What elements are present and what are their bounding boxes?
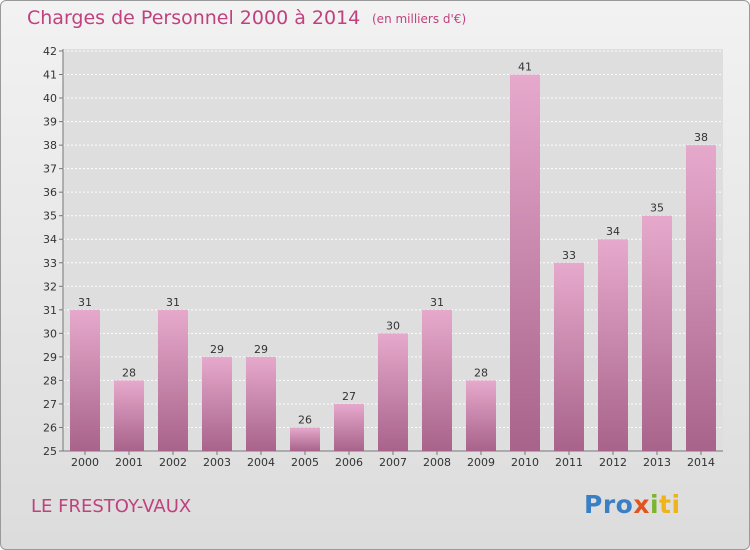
proxiti-logo[interactable]: Proxiti xyxy=(584,490,681,519)
y-tick-label: 38 xyxy=(43,139,57,152)
commune-name: LE FRESTOY-VAUX xyxy=(31,496,192,517)
bar-value-label: 26 xyxy=(298,413,312,426)
bar-value-label: 33 xyxy=(562,249,576,262)
y-tick-label: 34 xyxy=(43,233,57,246)
y-tick-label: 36 xyxy=(43,186,57,199)
y-tick-label: 39 xyxy=(43,116,57,129)
bar-value-label: 28 xyxy=(122,366,136,379)
bar xyxy=(290,427,320,451)
x-tick-label: 2008 xyxy=(423,456,451,469)
x-tick-label: 2010 xyxy=(511,456,539,469)
y-tick-label: 33 xyxy=(43,257,57,270)
bar xyxy=(70,309,100,451)
bar-value-label: 29 xyxy=(210,343,224,356)
y-tick-label: 40 xyxy=(43,92,57,105)
bar xyxy=(510,74,540,451)
x-tick-label: 2009 xyxy=(467,456,495,469)
y-tick-label: 31 xyxy=(43,304,57,317)
bar-value-label: 41 xyxy=(518,61,532,74)
x-tick-label: 2011 xyxy=(555,456,583,469)
y-tick-label: 27 xyxy=(43,398,57,411)
bar xyxy=(202,356,232,451)
y-tick-label: 29 xyxy=(43,351,57,364)
chart-title: Charges de Personnel 2000 à 2014 xyxy=(27,7,361,29)
logo-part-3: i xyxy=(649,490,660,519)
x-tick-label: 2006 xyxy=(335,456,363,469)
bar-value-label: 35 xyxy=(650,202,664,215)
logo-part-4: ti xyxy=(659,490,681,519)
x-tick-label: 2012 xyxy=(599,456,627,469)
y-tick-label: 32 xyxy=(43,280,57,293)
bar-value-label: 28 xyxy=(474,366,488,379)
bar xyxy=(158,309,188,451)
bar-value-label: 31 xyxy=(166,296,180,309)
y-tick-label: 28 xyxy=(43,374,57,387)
bar xyxy=(246,356,276,451)
logo-part-1: Pro xyxy=(584,490,634,519)
y-tick-label: 41 xyxy=(43,69,57,82)
y-tick-label: 25 xyxy=(43,445,57,458)
bar xyxy=(422,309,452,451)
bar xyxy=(114,380,144,451)
bar-value-label: 38 xyxy=(694,131,708,144)
x-tick-label: 2001 xyxy=(115,456,143,469)
x-tick-label: 2007 xyxy=(379,456,407,469)
x-tick-label: 2013 xyxy=(643,456,671,469)
bar xyxy=(598,239,628,451)
x-tick-label: 2000 xyxy=(71,456,99,469)
x-tick-label: 2003 xyxy=(203,456,231,469)
bar-value-label: 30 xyxy=(386,319,400,332)
bar xyxy=(554,262,584,451)
bar xyxy=(378,333,408,451)
bar xyxy=(642,215,672,451)
x-tick-label: 2005 xyxy=(291,456,319,469)
bar-value-label: 34 xyxy=(606,225,620,238)
bar-value-label: 31 xyxy=(78,296,92,309)
y-tick-label: 30 xyxy=(43,327,57,340)
bar-value-label: 27 xyxy=(342,390,356,403)
logo-part-2: x xyxy=(633,490,650,519)
x-tick-label: 2004 xyxy=(247,456,275,469)
chart-subtitle: (en milliers d'€) xyxy=(372,12,467,26)
bar xyxy=(334,403,364,451)
y-tick-label: 37 xyxy=(43,163,57,176)
bar-value-label: 31 xyxy=(430,296,444,309)
x-tick-label: 2002 xyxy=(159,456,187,469)
bar-value-label: 29 xyxy=(254,343,268,356)
y-tick-label: 42 xyxy=(43,45,57,58)
x-tick-label: 2014 xyxy=(687,456,715,469)
y-tick-label: 26 xyxy=(43,421,57,434)
bar xyxy=(466,380,496,451)
y-tick-label: 35 xyxy=(43,210,57,223)
bar xyxy=(686,145,716,451)
